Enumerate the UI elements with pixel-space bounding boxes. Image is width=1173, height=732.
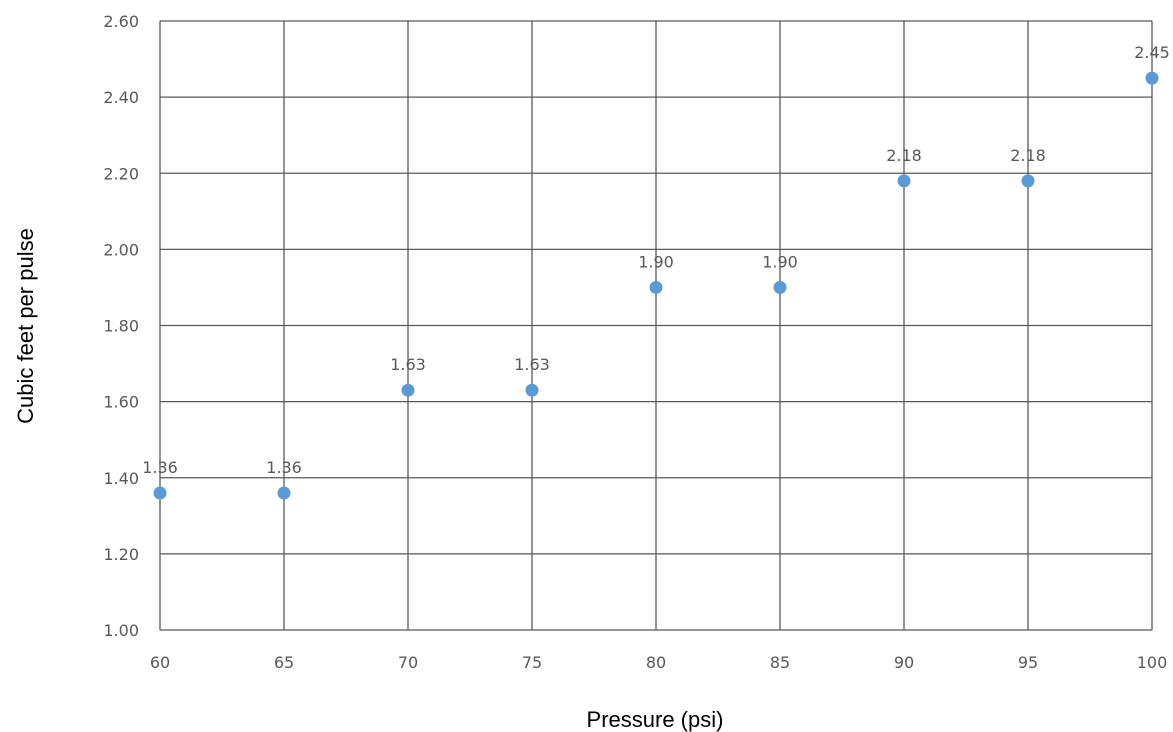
data-point [153,486,167,500]
x-axis-title: Pressure (psi) [587,707,724,732]
grid [159,20,1153,631]
data-point [773,280,787,294]
data-point [649,280,663,294]
x-tick-label: 95 [1018,653,1038,672]
y-tick-label: 2.60 [103,12,139,31]
data-label: 2.18 [1010,146,1046,165]
data-label: 2.18 [886,146,922,165]
data-label: 1.63 [390,355,426,374]
x-tick-label: 70 [398,653,418,672]
data-label: 1.36 [266,458,302,477]
x-tick-label: 100 [1137,653,1168,672]
x-tick-label: 85 [770,653,790,672]
x-tick-label: 80 [646,653,666,672]
data-labels: 1.36 1.36 1.63 1.63 1.90 1.90 2.18 2.18 2.45 [142,43,1170,477]
data-label: 1.90 [638,252,674,271]
y-tick-label: 1.00 [103,621,139,640]
y-tick-label: 2.40 [103,88,139,107]
y-tick-label: 2.00 [103,240,139,259]
y-tick-label: 2.20 [103,164,139,183]
data-point [897,174,911,188]
y-axis-ticks: 1.00 1.20 1.40 1.60 1.80 2.00 2.20 2.40 2.60 [103,12,139,640]
y-tick-label: 1.80 [103,317,139,336]
data-point [525,383,539,397]
x-axis-ticks: 60 65 70 75 80 85 90 95 100 [150,653,1167,672]
x-tick-label: 65 [274,653,294,672]
data-label: 1.63 [514,355,550,374]
x-tick-label: 60 [150,653,170,672]
x-tick-label: 90 [894,653,914,672]
data-label: 1.36 [142,458,178,477]
data-point [1145,71,1159,85]
data-points [153,71,1159,500]
data-point [401,383,415,397]
data-label: 2.45 [1134,43,1170,62]
data-point [277,486,291,500]
data-point [1021,174,1035,188]
x-tick-label: 75 [522,653,542,672]
y-tick-label: 1.60 [103,393,139,412]
data-label: 1.90 [762,252,798,271]
y-axis-title: Cubic feet per pulse [13,228,38,424]
y-tick-label: 1.20 [103,545,139,564]
y-tick-label: 1.40 [103,469,139,488]
